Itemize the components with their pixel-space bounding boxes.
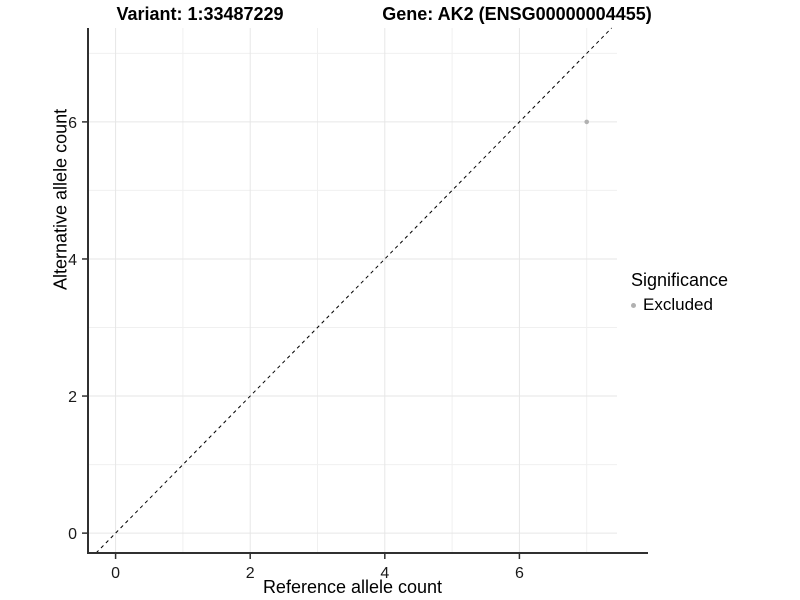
y-tick-label: 0 (68, 526, 77, 543)
x-tick-label: 0 (111, 565, 120, 582)
y-tick-label: 4 (68, 252, 77, 269)
x-tick-label: 6 (515, 565, 524, 582)
data-point (584, 119, 590, 125)
plot-title-variant: Variant: 1:33487229 (116, 4, 284, 24)
x-tick-label: 4 (380, 565, 389, 582)
identity-line (95, 27, 612, 554)
y-tick-label: 2 (68, 389, 77, 406)
y-tick-label: 6 (68, 115, 77, 132)
x-axis-label: Reference allele count (262, 577, 443, 597)
x-tick-label: 2 (246, 565, 255, 582)
legend-entry-excluded: Excluded (631, 295, 728, 315)
legend-point-icon (631, 302, 636, 308)
legend-entry-label: Excluded (643, 295, 713, 314)
plot-title-gene: Gene: AK2 (ENSG00000004455) (382, 4, 652, 24)
legend: Significance Excluded (631, 270, 728, 315)
legend-title: Significance (631, 270, 729, 290)
